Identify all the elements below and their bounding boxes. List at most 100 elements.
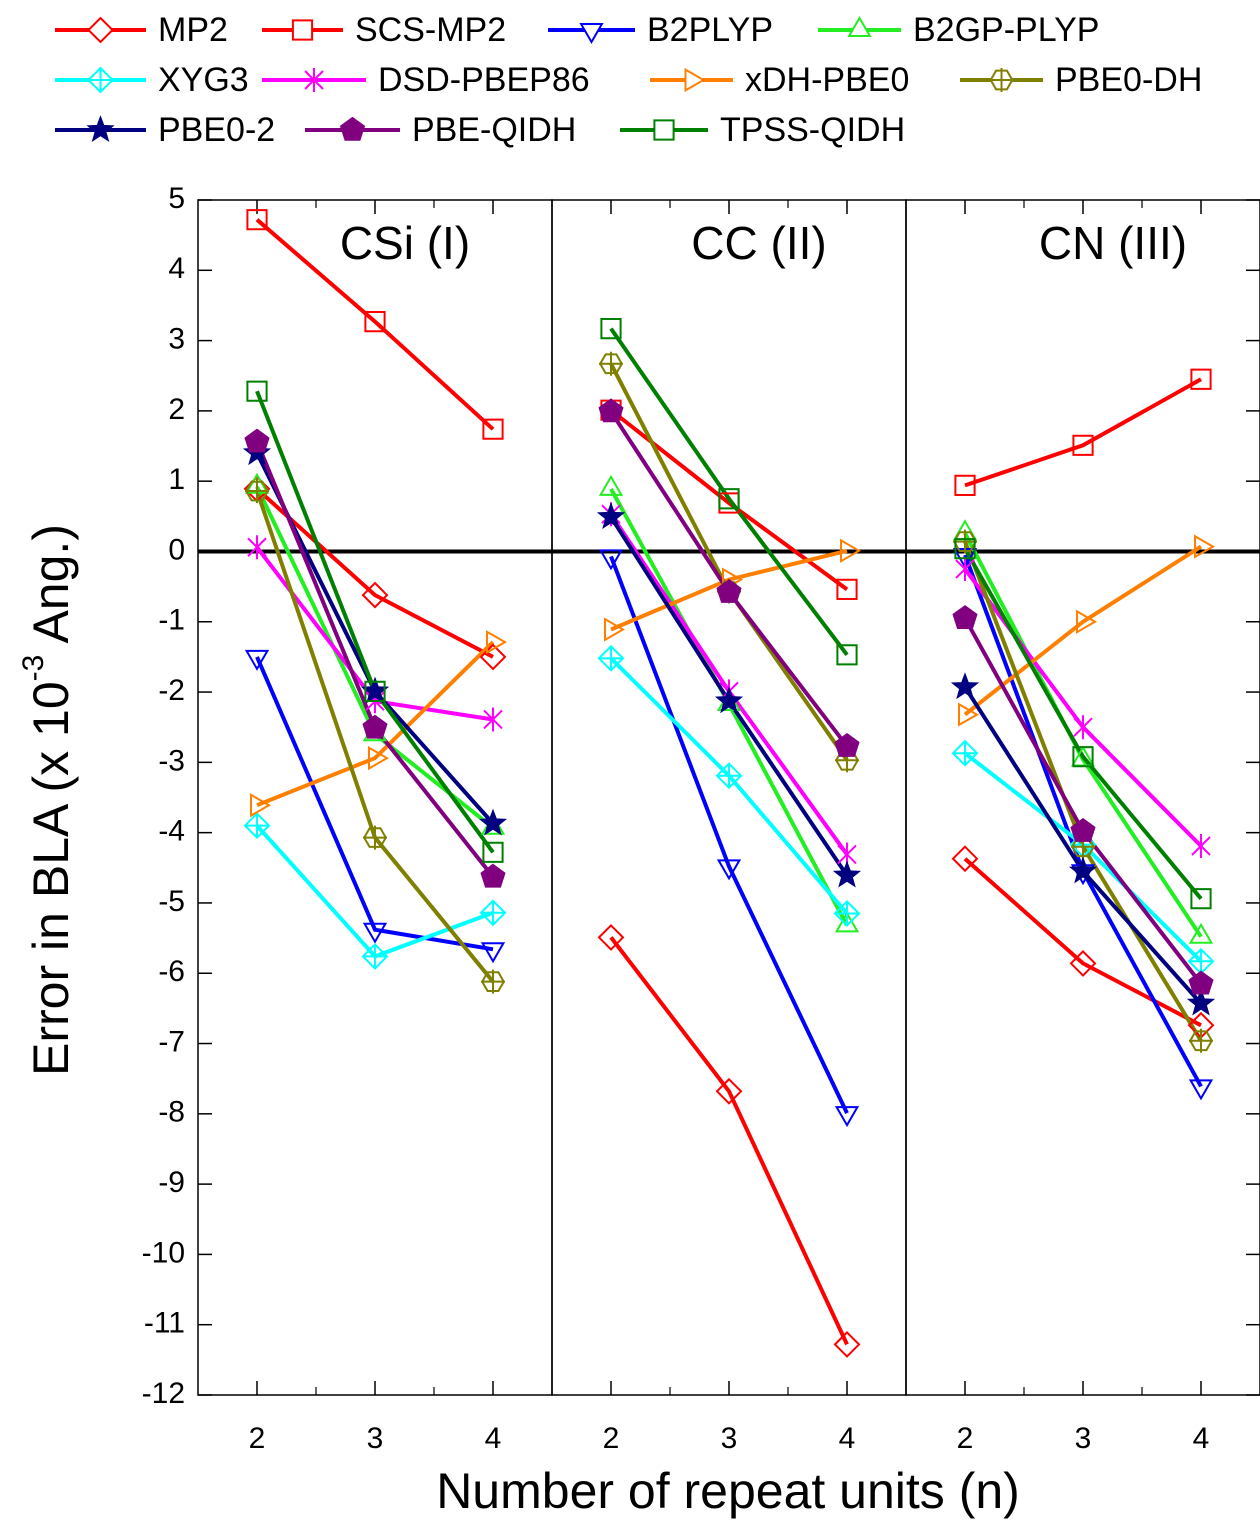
series-line	[963, 857, 1202, 1028]
marker	[246, 380, 268, 402]
marker	[718, 488, 740, 510]
x-tick-label: 3	[1075, 1422, 1092, 1455]
marker	[250, 793, 271, 818]
marker	[954, 474, 976, 496]
legend-marker	[87, 16, 114, 44]
x-tick-label: 2	[957, 1422, 974, 1455]
panel-plot	[242, 209, 508, 994]
marker	[599, 351, 623, 376]
y-axis-label-sup: -3	[17, 655, 50, 682]
marker	[362, 922, 388, 944]
marker	[833, 900, 861, 927]
marker	[1188, 970, 1214, 995]
x-tick-label: 3	[721, 1422, 738, 1455]
series-line	[255, 485, 495, 830]
series-line	[255, 487, 494, 659]
x-axis-label: Number of repeat units (n)	[436, 1463, 1020, 1519]
marker	[952, 605, 978, 629]
legend-label: B2PLYP	[647, 11, 773, 49]
panel-frame	[905, 199, 1260, 1396]
marker	[598, 549, 624, 571]
marker	[836, 644, 858, 666]
y-tick-label: -12	[142, 1377, 185, 1410]
marker	[1069, 949, 1097, 977]
marker	[600, 318, 622, 340]
marker	[1194, 534, 1216, 559]
marker	[1068, 856, 1098, 884]
marker	[244, 428, 270, 453]
marker	[836, 578, 858, 600]
marker	[486, 630, 508, 655]
series-line	[963, 544, 1203, 717]
marker	[361, 942, 389, 970]
panel-plot	[596, 318, 862, 1358]
legend-label: PBE0-2	[158, 111, 275, 149]
marker	[714, 686, 744, 714]
y-tick-label: 5	[168, 182, 185, 215]
series-line	[255, 656, 494, 952]
marker	[715, 762, 743, 790]
legend-label: B2GP-PLYP	[913, 11, 1099, 49]
marker	[834, 1106, 860, 1128]
legend-marker	[87, 66, 114, 94]
marker	[1191, 834, 1211, 859]
panel-title: CN (III)	[1039, 217, 1187, 269]
marker	[1188, 1079, 1214, 1101]
y-tick-label: 4	[168, 252, 185, 285]
series-line	[609, 327, 849, 657]
marker	[480, 942, 506, 964]
marker	[1072, 746, 1094, 768]
marker	[244, 649, 270, 671]
y-tick-label: -5	[158, 885, 185, 918]
y-tick-label: 3	[168, 323, 185, 356]
marker	[604, 617, 625, 642]
y-tick-label: -6	[158, 955, 185, 988]
marker	[958, 702, 980, 727]
legend-marker	[339, 116, 366, 141]
marker	[951, 739, 979, 767]
marker	[1070, 817, 1096, 842]
series-line	[964, 377, 1202, 488]
marker	[1190, 888, 1212, 910]
legend-marker	[684, 67, 706, 93]
series-line	[255, 441, 495, 879]
marker	[954, 538, 976, 560]
y-tick-label: -7	[158, 1025, 185, 1058]
panel-title: CC (II)	[691, 217, 826, 269]
legend-marker	[86, 115, 115, 143]
y-tick-label: -1	[158, 604, 185, 637]
marker	[1073, 715, 1093, 740]
marker	[364, 680, 386, 702]
x-tick-label: 4	[839, 1422, 856, 1455]
marker	[597, 923, 625, 951]
marker	[716, 578, 742, 603]
marker	[1186, 988, 1216, 1016]
x-tick-label: 2	[249, 1422, 266, 1455]
marker	[834, 911, 860, 933]
panel-title: CSi (I)	[340, 217, 470, 269]
legend-label: XYG3	[158, 61, 249, 99]
marker	[716, 859, 742, 881]
marker	[1076, 609, 1097, 634]
legend-marker	[291, 19, 314, 41]
marker	[480, 863, 506, 888]
marker	[363, 825, 387, 850]
marker	[482, 841, 504, 863]
marker	[1072, 434, 1094, 456]
marker	[833, 1330, 861, 1358]
legend-label: SCS-MP2	[355, 11, 506, 49]
marker	[479, 643, 507, 671]
series-line	[255, 218, 495, 431]
marker	[479, 899, 507, 927]
y-tick-label: -9	[158, 1166, 185, 1199]
y-tick-label: -2	[158, 674, 185, 707]
series-line	[609, 555, 849, 1114]
marker	[834, 732, 860, 757]
legend-marker	[847, 16, 872, 37]
x-tick-label: 4	[485, 1422, 502, 1455]
marker	[1190, 368, 1212, 390]
marker	[953, 529, 977, 554]
legend-label: DSD-PBEP86	[378, 61, 590, 99]
marker	[597, 644, 625, 672]
legend-label: PBE0-DH	[1055, 61, 1202, 99]
